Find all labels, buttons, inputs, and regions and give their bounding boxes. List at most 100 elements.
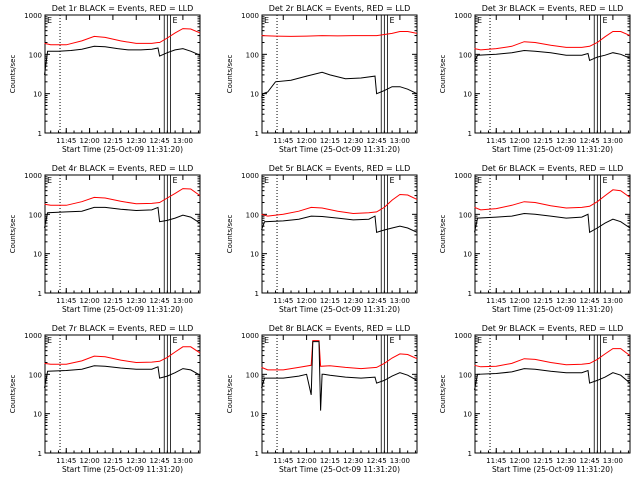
chart-title: Det 6r BLACK = Events, RED = LLD [482, 164, 624, 173]
x-tick-label: 12:15 [320, 457, 340, 465]
chart-title: Det 7r BLACK = Events, RED = LLD [52, 324, 194, 333]
y-tick-label: 100 [459, 51, 472, 59]
x-tick-label: 13:00 [390, 137, 410, 145]
chart-panel-4: Det 4r BLACK = Events, RED = LLD 1 10 100 10… [9, 164, 201, 314]
y-tick-label: 100 [29, 371, 42, 379]
x-tick-label: 12:30 [126, 137, 146, 145]
x-tick-label: 12:30 [126, 457, 146, 465]
y-tick-label: 1000 [241, 12, 259, 20]
x-tick-label: 11:45 [56, 297, 76, 305]
x-tick-label: 12:00 [79, 297, 99, 305]
corner-glyph: E [389, 336, 394, 345]
x-tick-label: 12:00 [296, 457, 316, 465]
corner-glyph: E [264, 336, 269, 345]
y-tick-label: 1 [468, 450, 472, 458]
y-tick-label: 1000 [24, 332, 42, 340]
x-axis-label: Start Time (25-Oct-09 11:31:20) [279, 145, 400, 154]
corner-glyph: E [172, 336, 177, 345]
y-tick-label: 100 [29, 51, 42, 59]
y-tick-label: 1 [468, 290, 472, 298]
x-axis-label: Start Time (25-Oct-09 11:31:20) [492, 305, 613, 314]
series-line-events [474, 49, 631, 62]
chart-panel-3: Det 3r BLACK = Events, RED = LLD 1 10 100 10… [439, 4, 631, 154]
series-line-events [261, 71, 418, 98]
x-tick-label: 11:45 [273, 457, 293, 465]
series-line-events [474, 368, 631, 391]
corner-glyph: E [264, 16, 269, 25]
series-line-events [44, 45, 201, 75]
series-line-lld [474, 31, 631, 51]
chart-panel-5: Det 5r BLACK = Events, RED = LLD 1 10 100 10… [226, 164, 418, 314]
y-tick-label: 10 [463, 91, 472, 99]
x-tick-label: 13:00 [603, 137, 623, 145]
y-tick-label: 1000 [241, 172, 259, 180]
y-tick-label: 1000 [24, 12, 42, 20]
chart-panel-2: Det 2r BLACK = Events, RED = LLD 1 10 100 10… [226, 4, 418, 154]
plot-frame [44, 334, 201, 454]
x-tick-label: 12:30 [343, 137, 363, 145]
x-tick-label: 12:30 [343, 297, 363, 305]
x-tick-label: 12:15 [103, 137, 123, 145]
x-tick-label: 12:30 [343, 457, 363, 465]
chart-title: Det 8r BLACK = Events, RED = LLD [269, 324, 411, 333]
y-axis-label: Counts/sec [439, 55, 447, 94]
y-tick-label: 1 [38, 450, 42, 458]
plot-frame [44, 14, 201, 134]
y-tick-label: 10 [250, 251, 259, 259]
x-tick-label: 12:45 [579, 457, 599, 465]
x-tick-label: 12:00 [509, 137, 529, 145]
chart-title: Det 5r BLACK = Events, RED = LLD [269, 164, 411, 173]
corner-glyph: E [477, 336, 482, 345]
x-tick-label: 12:15 [320, 137, 340, 145]
y-axis-label: Counts/sec [226, 215, 234, 254]
y-tick-label: 1000 [454, 12, 472, 20]
plot-frame [261, 334, 418, 454]
y-tick-label: 100 [246, 51, 259, 59]
y-tick-label: 1000 [454, 172, 472, 180]
plot-frame [261, 174, 418, 294]
x-tick-label: 12:45 [366, 137, 386, 145]
chart-title: Det 2r BLACK = Events, RED = LLD [269, 4, 411, 13]
y-tick-label: 1 [38, 290, 42, 298]
plot-frame [474, 14, 631, 134]
y-tick-label: 1000 [241, 332, 259, 340]
x-axis-label: Start Time (25-Oct-09 11:31:20) [279, 305, 400, 314]
y-tick-label: 100 [29, 211, 42, 219]
y-tick-label: 1000 [454, 332, 472, 340]
x-tick-label: 12:00 [509, 297, 529, 305]
y-tick-label: 10 [33, 251, 42, 259]
x-tick-label: 12:00 [296, 297, 316, 305]
y-tick-label: 100 [246, 371, 259, 379]
x-tick-label: 11:45 [486, 457, 506, 465]
chart-title: Det 3r BLACK = Events, RED = LLD [482, 4, 624, 13]
x-tick-label: 12:00 [79, 457, 99, 465]
x-tick-label: 12:15 [533, 457, 553, 465]
chart-panel-8: Det 8r BLACK = Events, RED = LLD 1 10 100 10… [226, 324, 418, 474]
corner-glyph: E [389, 16, 394, 25]
series-line-lld [44, 346, 201, 365]
x-axis-label: Start Time (25-Oct-09 11:31:20) [62, 465, 183, 474]
x-tick-label: 13:00 [603, 297, 623, 305]
series-line-events [44, 365, 201, 389]
y-tick-label: 1 [255, 130, 259, 138]
x-tick-label: 12:15 [103, 297, 123, 305]
y-axis-label: Counts/sec [9, 215, 17, 254]
corner-glyph: E [602, 176, 607, 185]
chart-panel-7: Det 7r BLACK = Events, RED = LLD 1 10 100 10… [9, 324, 201, 474]
series-line-lld [44, 188, 201, 206]
y-tick-label: 1 [38, 130, 42, 138]
series-line-events [474, 212, 631, 234]
y-tick-label: 10 [33, 91, 42, 99]
x-tick-label: 12:30 [556, 297, 576, 305]
corner-glyph: E [47, 176, 52, 185]
x-tick-label: 11:45 [56, 137, 76, 145]
y-axis-label: Counts/sec [226, 375, 234, 414]
x-axis-label: Start Time (25-Oct-09 11:31:20) [492, 145, 613, 154]
series-line-lld [474, 348, 631, 368]
y-axis-label: Counts/sec [226, 55, 234, 94]
y-tick-label: 10 [463, 411, 472, 419]
x-tick-label: 11:45 [273, 137, 293, 145]
corner-glyph: E [389, 176, 394, 185]
x-tick-label: 12:15 [533, 137, 553, 145]
